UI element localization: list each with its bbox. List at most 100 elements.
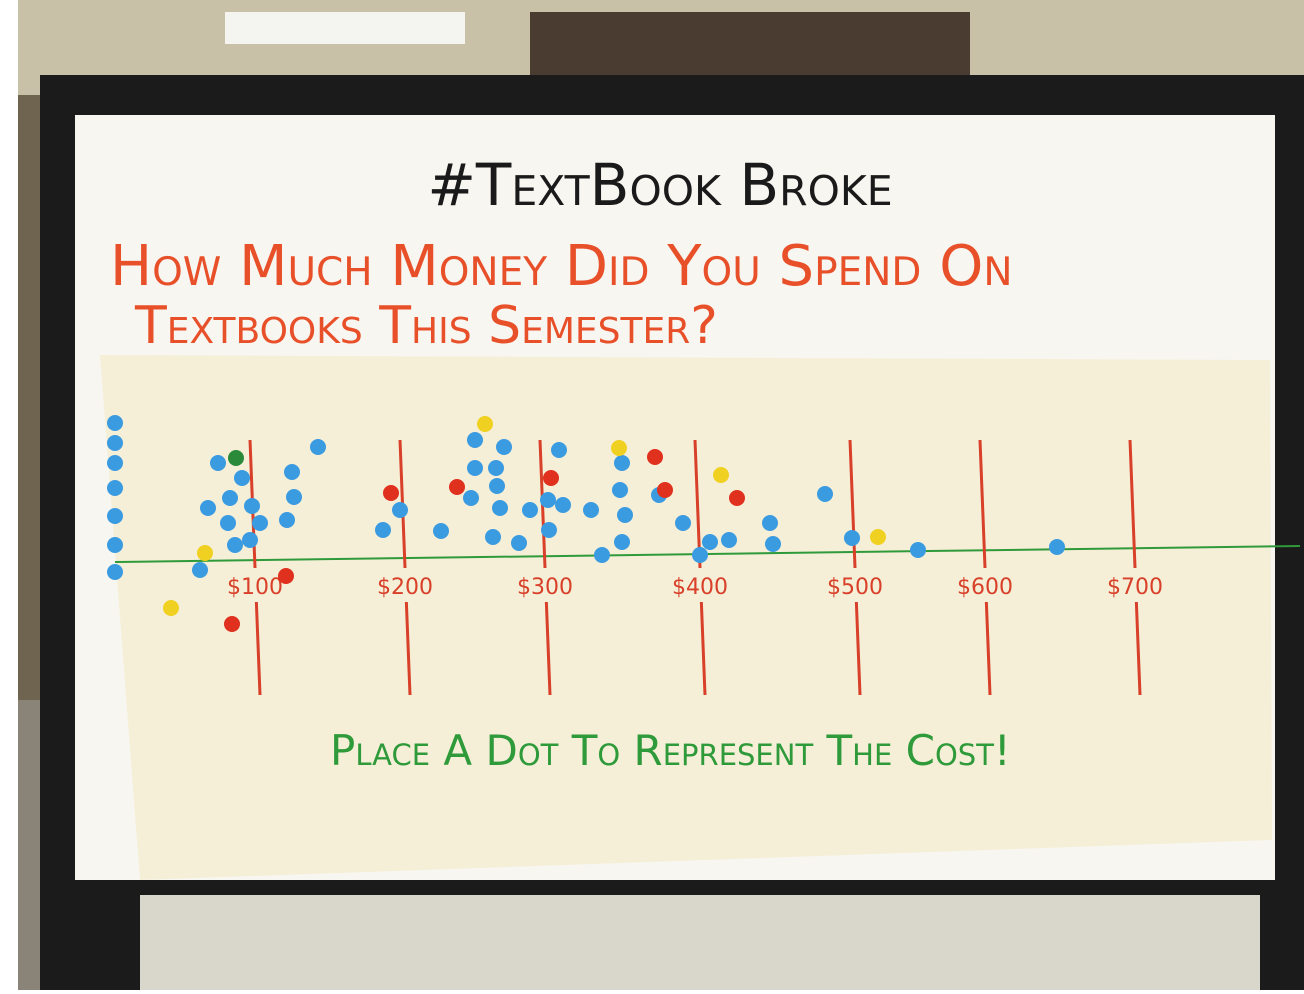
- sticker-dot: [467, 432, 483, 448]
- sticker-dot: [463, 490, 479, 506]
- sticker-dot: [107, 415, 123, 431]
- label-bg: [953, 568, 1017, 602]
- sticker-dot: [870, 529, 886, 545]
- sticker-dot: [107, 508, 123, 524]
- sticker-dot: [647, 449, 663, 465]
- label-bg: [1103, 568, 1167, 602]
- sticker-dot: [614, 534, 630, 550]
- sticker-dot: [449, 479, 465, 495]
- sticker-dot: [200, 500, 216, 516]
- sticker-dot: [844, 530, 860, 546]
- sticker-dot: [555, 497, 571, 513]
- scale-line: [978, 439, 992, 696]
- sticker-dot: [107, 435, 123, 451]
- sticker-dot: [279, 512, 295, 528]
- scale-label: $200: [377, 575, 433, 600]
- sticker-dot: [252, 515, 268, 531]
- sticker-dot: [721, 532, 737, 548]
- sticker-dot: [433, 523, 449, 539]
- question-line: Textbooks This Semester?: [134, 296, 718, 356]
- sticker-dot: [210, 455, 226, 471]
- sticker-dot: [107, 564, 123, 580]
- sticker-dot: [692, 547, 708, 563]
- sticker-dot: [594, 547, 610, 563]
- sticker-dot: [543, 470, 559, 486]
- sticker-dot: [234, 470, 250, 486]
- sticker-dot: [762, 515, 778, 531]
- sticker-dot: [1049, 539, 1065, 555]
- sticker-dot: [492, 500, 508, 516]
- sticker-dot: [310, 439, 326, 455]
- footer: Place A Dot To Represent The Cost!: [330, 726, 1011, 775]
- sticker-dot: [286, 489, 302, 505]
- scale-line: [398, 439, 412, 696]
- dots: [107, 415, 1065, 632]
- sticker-dot: [488, 460, 504, 476]
- title: #TextBook Broke: [427, 151, 892, 219]
- sticker-dot: [765, 536, 781, 552]
- sticker-dot: [910, 542, 926, 558]
- sticker-dot: [477, 416, 493, 432]
- label-bg: [513, 568, 577, 602]
- scale-label: $700: [1107, 575, 1163, 600]
- sticker-dot: [713, 467, 729, 483]
- sticker-dot: [224, 616, 240, 632]
- scale-label: $500: [827, 575, 883, 600]
- sticker-dot: [392, 502, 408, 518]
- scale-line: [538, 439, 552, 696]
- sticker-dot: [163, 600, 179, 616]
- sticker-dot: [107, 537, 123, 553]
- sticker-dot: [540, 492, 556, 508]
- scale-label: $400: [672, 575, 728, 600]
- question-line: How Much Money Did You Spend On: [110, 234, 1013, 299]
- paper: [100, 355, 1272, 880]
- sticker-dot: [551, 442, 567, 458]
- sticker-dot: [107, 455, 123, 471]
- sticker-dot: [612, 482, 628, 498]
- sticker-dot: [611, 440, 627, 456]
- sticker-dot: [485, 529, 501, 545]
- sticker-dot: [489, 478, 505, 494]
- sticker-dot: [222, 490, 238, 506]
- sticker-dot: [675, 515, 691, 531]
- scale-line: [1128, 439, 1142, 696]
- sticker-dot: [278, 568, 294, 584]
- scale: $100 $200 $300 $400 $500 $600 $700: [223, 439, 1167, 696]
- label-bg: [668, 568, 732, 602]
- sticker-dot: [702, 534, 718, 550]
- label-bg: [223, 568, 287, 602]
- scale-label: $600: [957, 575, 1013, 600]
- sticker-dot: [583, 502, 599, 518]
- sticker-dot: [522, 502, 538, 518]
- sticker-dot: [192, 562, 208, 578]
- sticker-dot: [228, 450, 244, 466]
- lower-panel: [140, 895, 1260, 990]
- sticker-dot: [107, 480, 123, 496]
- label-bg: [373, 568, 437, 602]
- scale-line: [248, 439, 262, 696]
- scale-line: [693, 439, 707, 696]
- scale-line: [848, 439, 862, 696]
- sticker-dot: [511, 535, 527, 551]
- label-bg: [823, 568, 887, 602]
- sticker-dot: [197, 545, 213, 561]
- sticker-dot: [496, 439, 512, 455]
- sticker-dot: [375, 522, 391, 538]
- sticker-dot: [467, 460, 483, 476]
- sticker-dot: [227, 537, 243, 553]
- sticker-dot: [383, 485, 399, 501]
- sticker-dot: [617, 507, 633, 523]
- sticker-dot: [729, 490, 745, 506]
- sticker-dot: [541, 522, 557, 538]
- sticker-dot: [614, 455, 630, 471]
- sticker-dot: [244, 498, 260, 514]
- sticker-dot: [220, 515, 236, 531]
- scale-label: $300: [517, 575, 573, 600]
- scale-label: $100: [227, 575, 283, 600]
- ceiling-light: [225, 12, 465, 44]
- sticker-dot: [817, 486, 833, 502]
- sticker-dot: [242, 532, 258, 548]
- sticker-dot: [657, 482, 673, 498]
